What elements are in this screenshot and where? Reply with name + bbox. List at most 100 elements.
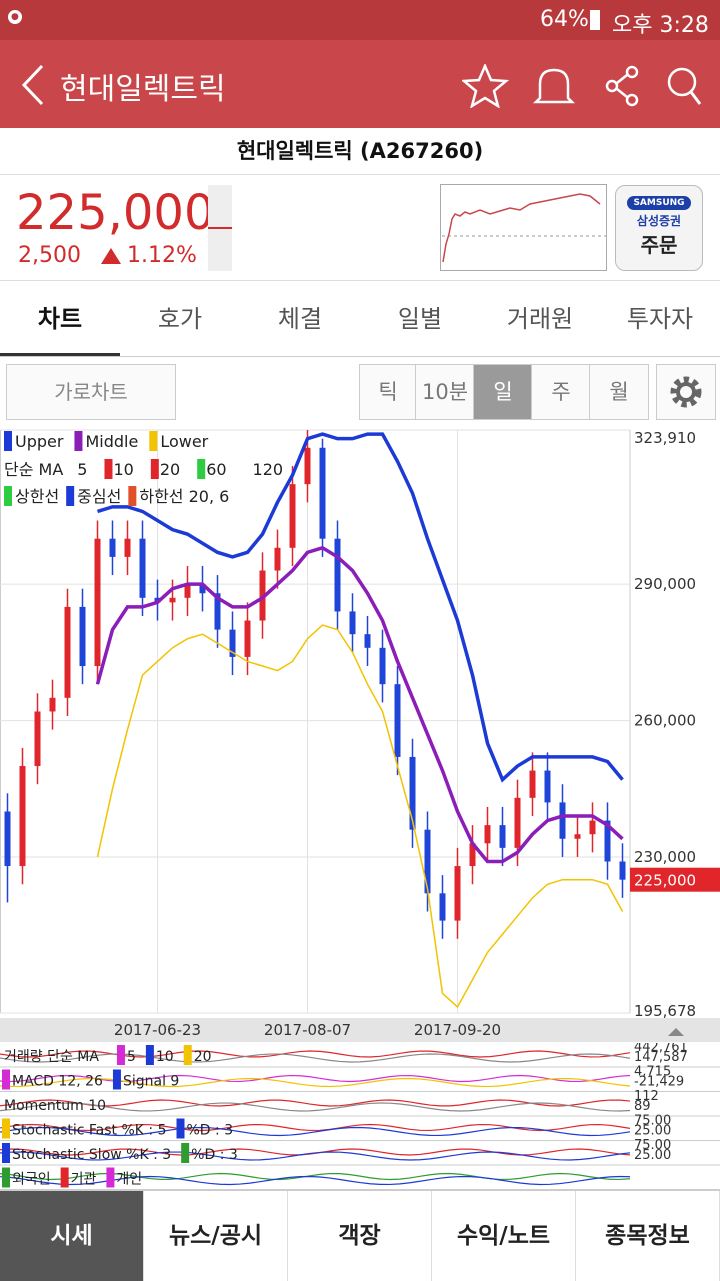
- candle-body: [124, 538, 131, 557]
- mini-chart: [440, 184, 607, 271]
- indicator-value: 112: [634, 1089, 659, 1104]
- indicator-trace: [0, 1151, 631, 1161]
- order-label: 주문: [640, 233, 678, 257]
- y-tick-label: 260,000: [634, 712, 696, 730]
- indicator-label: %D : 3: [191, 1147, 238, 1163]
- candle-body: [454, 866, 461, 921]
- legend-label: Lower: [160, 432, 208, 451]
- legend-swatch: [183, 1045, 192, 1065]
- candle-body: [4, 811, 11, 867]
- indicator-value: 4,715: [634, 1065, 671, 1080]
- landscape-button[interactable]: 가로차트: [6, 364, 176, 420]
- indicator-label: 거래량 단순 MA: [4, 1049, 99, 1065]
- nav-item[interactable]: 객장: [288, 1191, 432, 1281]
- nav-item[interactable]: 뉴스/공시: [144, 1191, 288, 1281]
- indicator-trace: [0, 1172, 631, 1181]
- period-option[interactable]: 10분: [415, 364, 475, 420]
- candle-body: [229, 629, 236, 657]
- legend-swatch: [66, 486, 75, 506]
- indicator-value: 89: [634, 1099, 651, 1114]
- candle-body: [184, 584, 191, 598]
- tab[interactable]: 체결: [277, 305, 323, 333]
- candle-body: [274, 547, 281, 571]
- ma-legend-label: 단순 MA: [4, 460, 63, 479]
- legend-swatch: [68, 459, 77, 479]
- status-bar: ● 64% 오후 3:28: [0, 0, 720, 40]
- tab[interactable]: 차트: [0, 282, 120, 356]
- candle-body: [334, 538, 341, 612]
- tab[interactable]: 일별: [397, 305, 443, 333]
- indicator-trace: [0, 1074, 631, 1083]
- legend-swatch: [74, 431, 83, 451]
- current-price-label: 225,000: [634, 872, 696, 890]
- period-option[interactable]: 틱: [359, 364, 417, 420]
- y-tick-label: 230,000: [634, 848, 696, 866]
- candle-body: [244, 620, 251, 657]
- indicator-label: MACD 12, 26: [12, 1074, 103, 1090]
- app-header: 현대일렉트릭: [0, 40, 720, 128]
- indicator-trace: [0, 1053, 631, 1063]
- candle-body: [109, 538, 116, 557]
- order-brand: SAMSUNG: [627, 196, 691, 210]
- candle-body: [559, 802, 566, 839]
- tab[interactable]: 투자자: [626, 305, 694, 333]
- tab-bar: 차트 호가 체결 일별 거래원 투자자: [0, 282, 720, 357]
- candle-body: [214, 593, 221, 630]
- change-rate: 1.12%: [127, 243, 197, 268]
- indicator-label: 개인: [116, 1172, 142, 1188]
- tab[interactable]: 호가: [157, 305, 203, 333]
- indicator-value: 442,761: [634, 1043, 688, 1055]
- candle-body: [499, 825, 506, 848]
- legend-swatch: [2, 1167, 10, 1188]
- candle-body: [79, 606, 86, 667]
- price-change: 2,500: [18, 243, 81, 268]
- candle-body: [304, 447, 311, 485]
- legend-swatch: [128, 486, 137, 506]
- ma-legend-item: 60: [206, 460, 226, 479]
- period-option[interactable]: 월: [589, 364, 649, 420]
- order-broker: 삼성증권: [636, 214, 682, 228]
- candle-body: [289, 484, 296, 548]
- candle-body: [439, 893, 446, 921]
- header-icons[interactable]: [462, 64, 702, 108]
- order-button[interactable]: SAMSUNG 삼성증권 주문: [615, 185, 703, 271]
- indicator-value: 147,587: [634, 1050, 688, 1065]
- candle-body: [94, 538, 101, 667]
- legend-label: Upper: [15, 432, 64, 451]
- indicator-value: 25.00: [634, 1124, 671, 1139]
- settings-button[interactable]: [656, 364, 716, 420]
- candle-body: [364, 634, 371, 648]
- indicator-label: 외국인: [12, 1172, 51, 1188]
- x-tick-label: 2017-06-23: [114, 1021, 201, 1039]
- envelope-legend-item: 상한선: [15, 487, 59, 506]
- legend-swatch: [4, 486, 12, 506]
- ma-legend-item: 5: [77, 460, 87, 479]
- candle-body: [409, 756, 416, 830]
- indicator-trace: [0, 1050, 631, 1058]
- nav-item[interactable]: 수익/노트: [432, 1191, 576, 1281]
- back-button[interactable]: [18, 64, 48, 106]
- legend-swatch: [106, 1167, 115, 1188]
- envelope-legend-item: 하한선 20, 6: [139, 487, 229, 506]
- nav-item[interactable]: 시세: [0, 1191, 144, 1281]
- legend-swatch: [176, 1118, 185, 1139]
- band-line: [95, 545, 624, 864]
- y-tick-label: 195,678: [634, 1002, 696, 1020]
- indicator-value: -21,429: [634, 1075, 684, 1090]
- candle-body: [139, 538, 146, 598]
- indicator-label: 10: [156, 1049, 174, 1065]
- nav-item[interactable]: 종목정보: [576, 1191, 720, 1281]
- candle-body: [424, 829, 431, 894]
- talk-icon: ●: [8, 10, 22, 24]
- candle-body: [349, 611, 356, 635]
- candle-body: [169, 597, 176, 603]
- candle-body: [544, 770, 551, 803]
- tab[interactable]: 거래원: [506, 305, 574, 333]
- price-bar: [208, 185, 232, 271]
- indicator-label: Momentum 10: [4, 1098, 106, 1114]
- candle-body: [469, 843, 476, 867]
- current-price-marker: [630, 867, 720, 892]
- period-option[interactable]: 주: [531, 364, 591, 420]
- indicator-trace: [0, 1077, 631, 1088]
- period-option[interactable]: 일: [473, 364, 533, 420]
